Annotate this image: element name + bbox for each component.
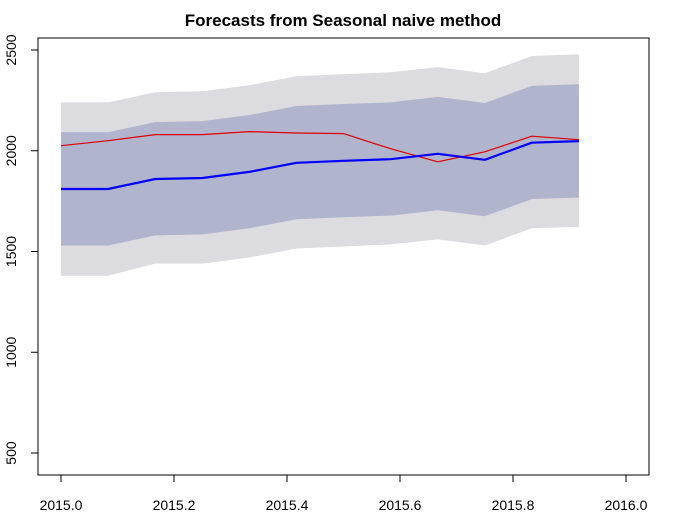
series-lines: [60, 131, 579, 191]
y-tick-label: 2500: [3, 34, 19, 65]
y-tick-label: 2000: [3, 135, 19, 166]
x-tick-label: 2015.2: [153, 497, 196, 513]
interval-band-80: [61, 84, 579, 246]
y-tick-label: 1500: [3, 236, 19, 267]
forecast-line: [61, 140, 579, 191]
chart-title: Forecasts from Seasonal naive method: [185, 11, 502, 30]
x-tick-label: 2016.0: [605, 497, 648, 513]
y-tick-label: 1000: [3, 336, 19, 367]
y-axis: 500 1000 1500 2000 2500: [3, 34, 39, 465]
x-tick-label: 2015.6: [379, 497, 422, 513]
x-tick-label: 2015.0: [40, 497, 83, 513]
x-axis: 2015.0 2015.2 2015.4 2015.6 2015.8 2016.0: [40, 474, 648, 513]
x-tick-label: 2015.4: [266, 497, 309, 513]
prediction-intervals: [61, 54, 579, 276]
x-tick-label: 2015.8: [492, 497, 535, 513]
actual-line: [60, 131, 579, 163]
y-tick-label: 500: [3, 441, 19, 465]
